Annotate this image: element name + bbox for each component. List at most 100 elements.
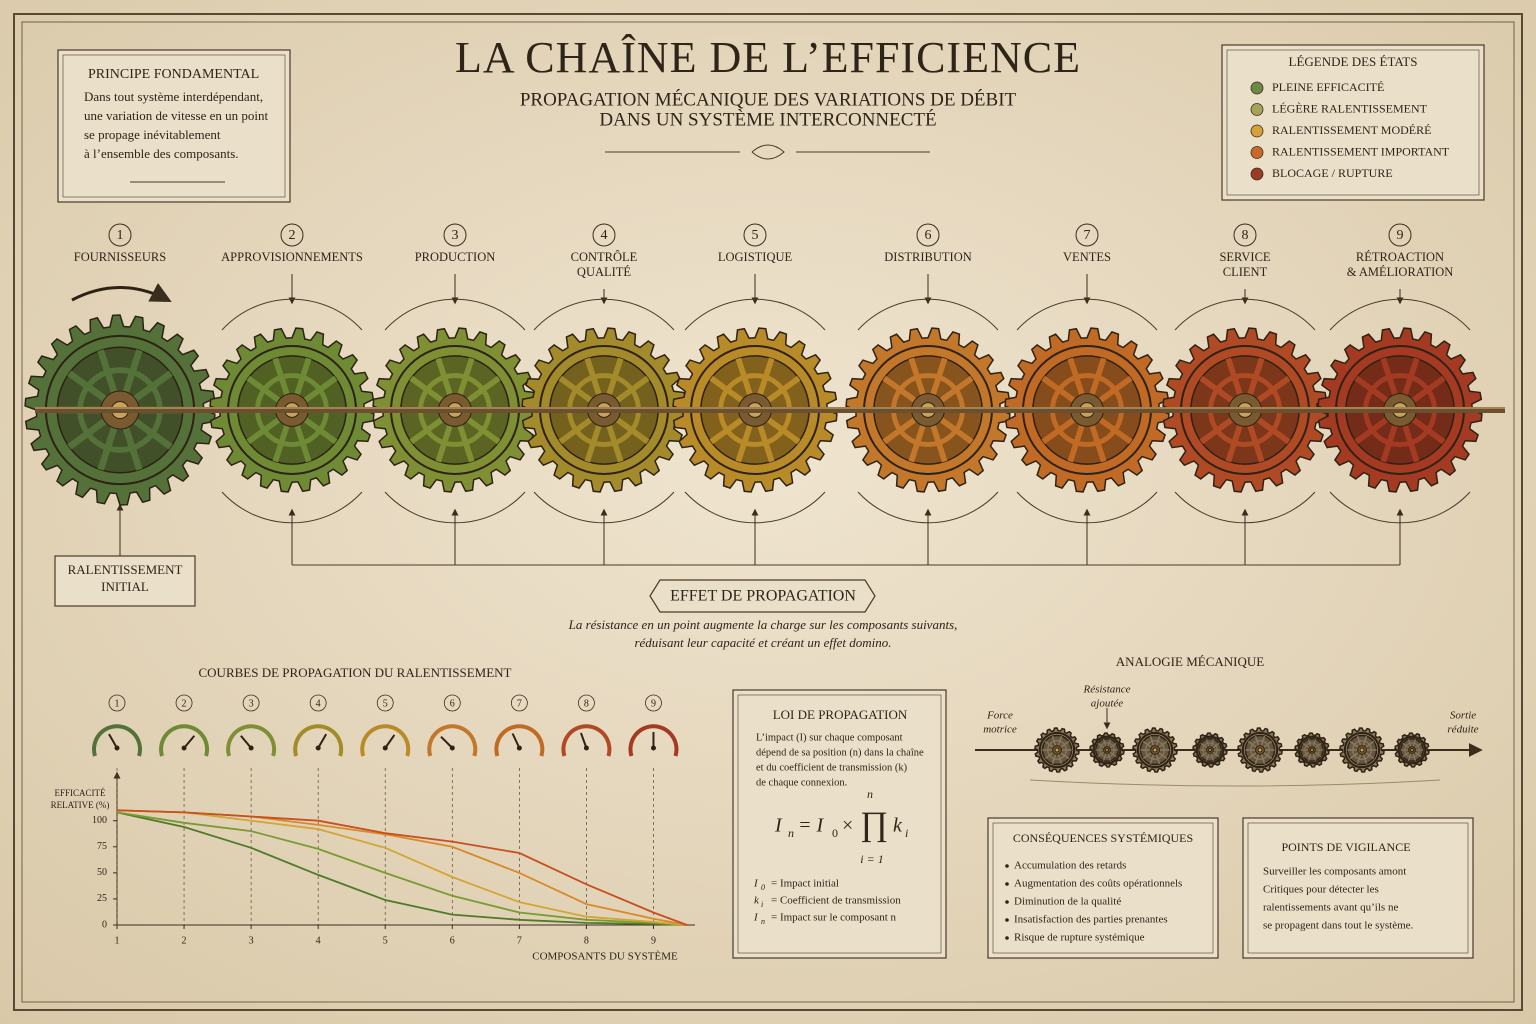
x-tick-label: 5 xyxy=(383,935,388,946)
gear-axle xyxy=(1359,747,1365,753)
gauge-number-circle xyxy=(175,694,193,712)
gauge-number: 8 xyxy=(584,698,589,709)
gear-ring xyxy=(1047,740,1067,760)
consequences-box xyxy=(987,817,1219,959)
legend-swatch xyxy=(1250,81,1264,95)
legend-label: PLEINE EFFICACITÉ xyxy=(1272,80,1384,94)
law-box xyxy=(732,689,947,959)
stage-number: 9 xyxy=(1397,228,1404,243)
formula-sub: i = 1 xyxy=(860,852,883,866)
def-sub: 0 xyxy=(761,883,765,892)
bullet xyxy=(1005,918,1009,922)
x-tick-label: 2 xyxy=(182,935,187,946)
frame-inner xyxy=(21,21,1515,1003)
gear-ring xyxy=(1304,742,1320,758)
gauge-dial xyxy=(494,724,545,757)
principle-title: PRINCIPE FONDAMENTAL xyxy=(88,67,259,82)
gauge-pivot xyxy=(449,745,455,751)
analogy-label: motrice xyxy=(983,724,1017,736)
stage-label: & AMÉLIORATION xyxy=(1347,265,1454,279)
stage-number-circle xyxy=(108,223,132,247)
title: LA CHAÎNE DE L’EFFICIENCE xyxy=(455,33,1081,82)
vigilance-text: Critiques pour détecter les xyxy=(1263,884,1379,896)
stage-number-circle xyxy=(280,223,304,247)
gauge-dial xyxy=(293,724,344,757)
rotation-arc xyxy=(533,298,675,331)
rotation-arc xyxy=(684,298,826,331)
principle-text: Dans tout système interdépendant, xyxy=(84,89,263,104)
stage-number: 2 xyxy=(289,228,296,243)
gear-rim xyxy=(1297,735,1327,765)
stage-label: DISTRIBUTION xyxy=(884,250,972,264)
gear-axle xyxy=(1152,747,1158,753)
gear-rim xyxy=(1136,731,1174,769)
gear-rim xyxy=(1343,731,1381,769)
frame xyxy=(13,13,1523,1011)
y-tick-label: 50 xyxy=(97,867,107,878)
stage-number-circle xyxy=(443,223,467,247)
series-line xyxy=(116,809,688,926)
x-axis-label: COMPOSANTS DU SYSTÈME xyxy=(532,951,678,963)
gear-axle xyxy=(1257,747,1263,753)
formula-sub: n xyxy=(788,826,794,840)
rotation-arc xyxy=(384,298,526,331)
propagation-box xyxy=(649,579,876,613)
gear-ring xyxy=(1404,742,1420,758)
analogy-label: réduite xyxy=(1447,724,1478,736)
bullet xyxy=(1005,864,1009,868)
law-box-inner xyxy=(737,694,942,954)
analogy-label: Sortie xyxy=(1450,710,1476,722)
legend-swatch xyxy=(1250,103,1264,116)
gauge-needle xyxy=(108,733,118,749)
principle-text: à l’ensemble des composants. xyxy=(84,146,239,161)
formula: k xyxy=(893,815,903,837)
principle-text: se propage inévitablement xyxy=(84,127,221,142)
legend-label: LÉGÈRE RALENTISSEMENT xyxy=(1272,101,1428,115)
gear-axle xyxy=(1309,747,1315,753)
def-text: = Impact sur le composant n xyxy=(771,912,897,924)
legend-label: BLOCAGE / RUPTURE xyxy=(1272,166,1393,180)
bullet xyxy=(1005,882,1009,886)
gauge-pivot xyxy=(650,745,656,751)
subtitle: DANS UN SYSTÈME INTERCONNECTÉ xyxy=(599,108,936,130)
y-tick-label: 0 xyxy=(102,919,107,930)
gear-ring xyxy=(1202,742,1218,758)
vigilance-text: se propagent dans tout le système. xyxy=(1263,920,1414,932)
stage-number-circle xyxy=(1233,223,1257,247)
gauge-number: 5 xyxy=(383,698,388,709)
series-line xyxy=(116,811,688,926)
x-tick-label: 3 xyxy=(249,935,254,946)
gauge-number: 4 xyxy=(316,698,321,709)
gear-ring xyxy=(1099,742,1115,758)
legend-box xyxy=(1221,44,1485,201)
analogy-label: ajoutée xyxy=(1091,698,1123,710)
y-tick-label: 75 xyxy=(97,841,107,852)
legend-label: RALENTISSEMENT MODÉRÉ xyxy=(1272,123,1431,137)
stage-label: RÉTROACTION xyxy=(1356,250,1444,264)
consequences-title: CONSÉQUENCES SYSTÉMIQUES xyxy=(1013,831,1193,845)
principle-box-inner xyxy=(62,54,286,198)
bullet xyxy=(1005,936,1009,940)
consequence-item: Accumulation des retards xyxy=(1014,860,1126,872)
series-line xyxy=(116,809,688,926)
stage-number: 5 xyxy=(752,228,759,243)
legend-swatch xyxy=(1250,124,1264,138)
stage-label: QUALITÉ xyxy=(577,265,632,279)
def-symbol: I xyxy=(753,912,759,924)
formula-sub: 0 xyxy=(832,826,838,840)
analogy-label: Résistance xyxy=(1082,684,1130,696)
def-symbol: k xyxy=(754,895,760,907)
gear-ring xyxy=(1145,740,1165,760)
consequence-item: Insatisfaction des parties prenantes xyxy=(1014,914,1168,926)
stage-number-circle xyxy=(1075,223,1099,247)
subtitle: PROPAGATION MÉCANIQUE DES VARIATIONS DE … xyxy=(520,88,1017,110)
gauge-needle xyxy=(579,732,588,749)
propagation-text: La résistance en un point augmente la ch… xyxy=(568,617,958,632)
y-axis-label: RELATIVE (%) xyxy=(51,800,110,810)
law-text: et du coefficient de transmission (k) xyxy=(756,762,908,773)
y-tick-label: 25 xyxy=(97,893,107,904)
vigilance-title: POINTS DE VIGILANCE xyxy=(1281,840,1410,854)
stage-label: APPROVISIONNEMENTS xyxy=(221,250,363,264)
stage-label: SERVICE xyxy=(1219,250,1270,264)
y-tick-label: 100 xyxy=(92,815,107,826)
